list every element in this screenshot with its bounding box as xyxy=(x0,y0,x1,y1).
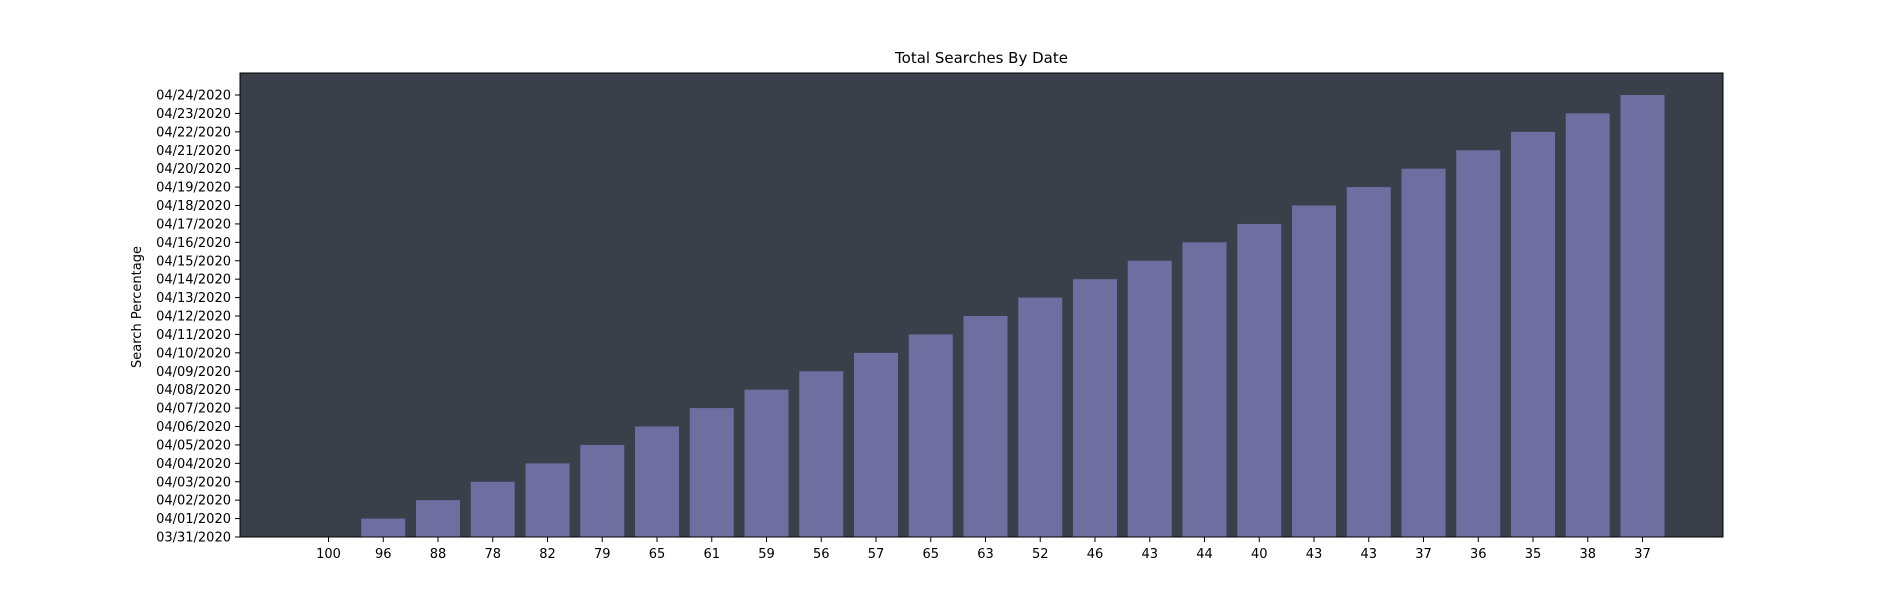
x-tick-label: 37 xyxy=(1634,547,1651,562)
x-tick-label: 65 xyxy=(922,547,939,562)
x-tick-label: 43 xyxy=(1306,547,1323,562)
bar xyxy=(470,481,515,537)
bar xyxy=(525,463,570,537)
bar xyxy=(1182,242,1227,538)
y-tick-label: 03/31/2020 xyxy=(156,531,231,546)
x-tick-label: 56 xyxy=(813,547,830,562)
bar xyxy=(1292,205,1336,537)
y-tick-label: 04/16/2020 xyxy=(156,236,231,251)
y-tick-label: 04/20/2020 xyxy=(156,162,231,177)
x-ticks-group: 100 96 88 78 82 79 65 61 59 56 57 65 63 52 46 43 44 40 43 4… xyxy=(316,537,1651,562)
y-tick-label: 04/07/2020 xyxy=(156,402,231,417)
x-tick-label: 78 xyxy=(484,547,501,562)
x-tick-label: 63 xyxy=(977,547,994,562)
bar xyxy=(1456,150,1501,537)
y-tick-label: 04/14/2020 xyxy=(156,273,231,288)
y-tick-label: 04/19/2020 xyxy=(156,181,231,196)
bar xyxy=(1127,260,1172,537)
bar xyxy=(1073,279,1117,537)
x-tick-label: 37 xyxy=(1415,547,1432,562)
x-tick-label: 35 xyxy=(1525,547,1542,562)
x-tick-label: 38 xyxy=(1579,547,1596,562)
x-tick-label: 61 xyxy=(703,547,720,562)
x-tick-label: 82 xyxy=(539,547,556,562)
bar xyxy=(689,408,734,537)
y-axis-label: Search Percentage xyxy=(130,246,145,368)
bars-group xyxy=(361,95,1665,538)
bar xyxy=(1401,168,1446,537)
x-tick-label: 40 xyxy=(1251,547,1268,562)
bar xyxy=(1511,131,1555,538)
x-tick-label: 52 xyxy=(1032,547,1049,562)
y-tick-label: 04/21/2020 xyxy=(156,144,231,159)
x-tick-label: 59 xyxy=(758,547,775,562)
plot-frame xyxy=(239,72,1724,538)
bar xyxy=(416,500,460,537)
x-tick-label: 43 xyxy=(1141,547,1158,562)
y-tick-label: 04/10/2020 xyxy=(156,346,231,361)
bar xyxy=(1620,95,1665,537)
bar xyxy=(854,352,898,537)
bar xyxy=(963,316,1008,537)
y-tick-label: 04/13/2020 xyxy=(156,291,231,306)
y-tick-label: 04/15/2020 xyxy=(156,254,231,269)
x-tick-label: 44 xyxy=(1196,547,1213,562)
x-tick-label: 65 xyxy=(649,547,666,562)
y-tick-label: 04/18/2020 xyxy=(156,199,231,214)
y-tick-label: 04/09/2020 xyxy=(156,365,231,380)
y-tick-label: 04/01/2020 xyxy=(156,512,231,527)
y-tick-label: 04/06/2020 xyxy=(156,420,231,435)
bar xyxy=(744,389,789,537)
y-tick-label: 04/03/2020 xyxy=(156,475,231,490)
y-tick-label: 04/05/2020 xyxy=(156,438,231,453)
x-tick-label: 96 xyxy=(375,547,392,562)
y-tick-label: 04/12/2020 xyxy=(156,310,231,325)
chart-title: Total Searches By Date xyxy=(894,49,1068,67)
y-tick-label: 04/22/2020 xyxy=(156,125,231,140)
x-tick-label: 100 xyxy=(316,547,341,562)
x-tick-label: 46 xyxy=(1087,547,1104,562)
x-tick-label: 57 xyxy=(868,547,885,562)
bar xyxy=(580,444,625,537)
bar xyxy=(1018,297,1063,537)
y-tick-label: 04/08/2020 xyxy=(156,383,231,398)
y-tick-label: 04/17/2020 xyxy=(156,217,231,232)
bar xyxy=(1565,113,1610,538)
y-tick-label: 04/02/2020 xyxy=(156,494,231,509)
bar xyxy=(1237,223,1282,537)
x-tick-label: 88 xyxy=(430,547,447,562)
bar xyxy=(635,426,679,537)
y-tick-label: 04/24/2020 xyxy=(156,89,231,104)
y-tick-label: 04/04/2020 xyxy=(156,457,231,472)
y-ticks-group: 03/31/2020 04/01/2020 04/02/2020 04/03/2020… xyxy=(156,89,240,546)
bar xyxy=(1346,187,1391,538)
bar xyxy=(908,334,953,537)
y-tick-label: 04/11/2020 xyxy=(156,328,231,343)
bar xyxy=(799,371,844,537)
bar xyxy=(361,518,406,537)
x-tick-label: 79 xyxy=(594,547,611,562)
x-tick-label: 36 xyxy=(1470,547,1487,562)
x-tick-label: 43 xyxy=(1360,547,1377,562)
y-tick-label: 04/23/2020 xyxy=(156,107,231,122)
